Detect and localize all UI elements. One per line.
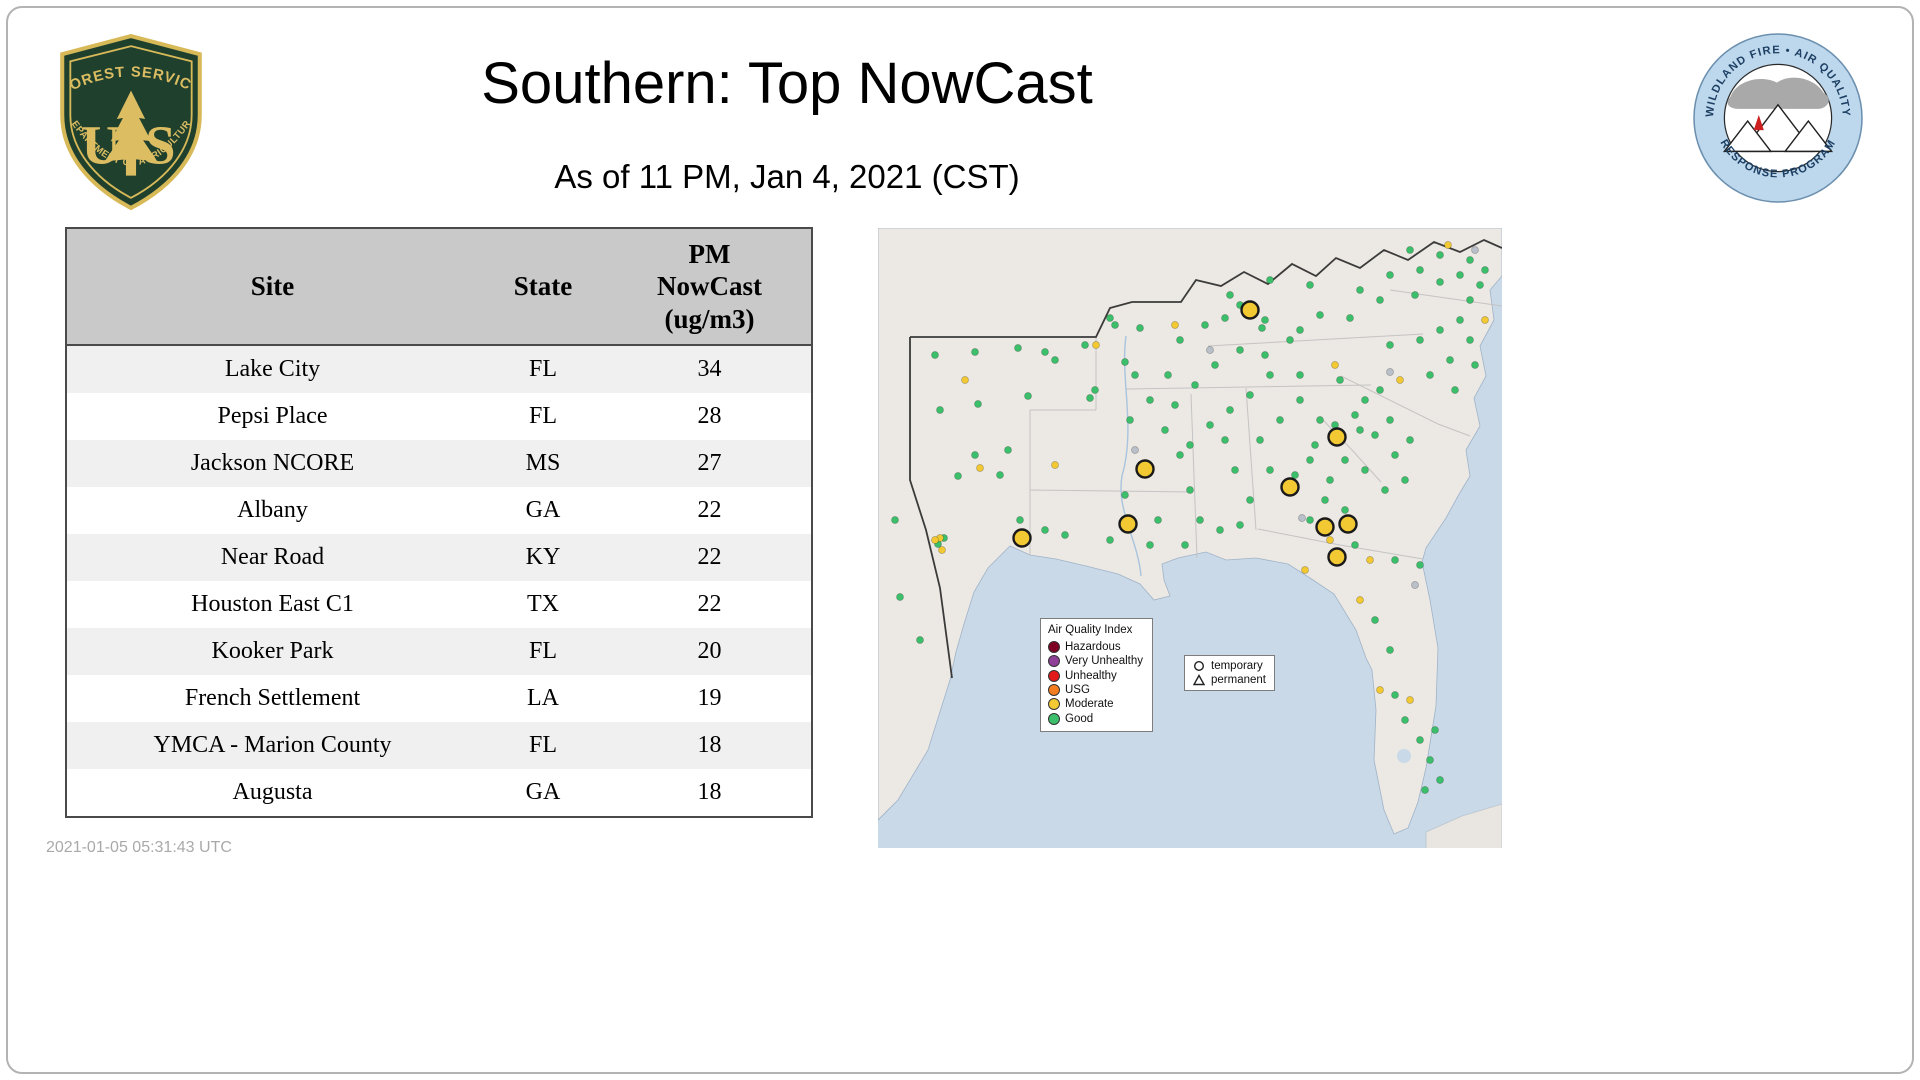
mountain-right-icon bbox=[1783, 119, 1834, 153]
table-row: Albany GA 22 bbox=[66, 487, 812, 535]
state-cell: TX bbox=[527, 591, 559, 618]
value-cell: 27 bbox=[697, 450, 722, 477]
table-row: Houston East C1 TX 22 bbox=[66, 581, 812, 629]
legend-item-permanent: permanent bbox=[1193, 674, 1266, 686]
region-outline bbox=[909, 239, 1502, 679]
site-cell: Near Road bbox=[220, 544, 325, 571]
value-cell: 28 bbox=[697, 403, 722, 430]
legend-item-unhealthy: Unhealthy bbox=[1048, 669, 1145, 683]
legend-label: Hazardous bbox=[1065, 641, 1121, 654]
forest-service-shield-icon: FOREST SERVICE U S DEPARTMENT OF AGRICUL… bbox=[47, 22, 202, 211]
table-row: Near Road KY 22 bbox=[66, 534, 812, 582]
col-header-state: State bbox=[478, 228, 608, 347]
mississippi-river bbox=[1120, 335, 1142, 577]
state-cell: FL bbox=[528, 356, 557, 383]
state-cell: FL bbox=[528, 403, 557, 430]
site-cell: Albany bbox=[237, 497, 308, 524]
legend-item-temporary: temporary bbox=[1193, 660, 1266, 672]
mountain-left-icon bbox=[1722, 119, 1773, 153]
top-nowcast-table: Site State PM NowCast (ug/m3) Lake City … bbox=[65, 227, 813, 819]
site-cell: Kooker Park bbox=[211, 638, 334, 665]
fs-letter-s: S bbox=[145, 114, 175, 175]
state-cell: GA bbox=[525, 779, 561, 806]
table-row: French Settlement LA 19 bbox=[66, 675, 812, 723]
value-cell: 34 bbox=[697, 356, 722, 383]
unhealthy-swatch-icon bbox=[1048, 669, 1060, 682]
col-header-pm-nowcast: PM NowCast (ug/m3) bbox=[608, 228, 812, 347]
fs-letter-u: U bbox=[81, 114, 120, 175]
value-cell: 19 bbox=[697, 685, 722, 712]
state-cell: MS bbox=[525, 450, 561, 477]
table-header-row: Site State PM NowCast (ug/m3) bbox=[66, 228, 812, 347]
monitor-dots-layer bbox=[891, 241, 1489, 794]
table-row: Jackson NCORE MS 27 bbox=[66, 440, 812, 488]
generated-timestamp: 2021-01-05 05:31:43 UTC bbox=[46, 839, 232, 856]
temporary-marker-icon bbox=[1193, 660, 1205, 672]
value-cell: 22 bbox=[697, 591, 722, 618]
wfaqrp-logo-icon: WILDLAND FIRE • AIR QUALITY RESPONSE PRO… bbox=[1693, 33, 1863, 203]
state-cell: FL bbox=[528, 732, 557, 759]
good-swatch-icon bbox=[1048, 712, 1060, 725]
legend-item-very-unhealthy: Very Unhealthy bbox=[1048, 654, 1145, 668]
page-subtitle: As of 11 PM, Jan 4, 2021 (CST) bbox=[554, 158, 1020, 195]
value-cell: 18 bbox=[697, 779, 722, 806]
very-unhealthy-swatch-icon bbox=[1048, 655, 1060, 668]
state-cell: FL bbox=[528, 638, 557, 665]
site-cell: French Settlement bbox=[184, 685, 361, 712]
value-cell: 22 bbox=[697, 497, 722, 524]
cuba-landmass bbox=[1425, 803, 1502, 848]
table-row: Kooker Park FL 20 bbox=[66, 628, 812, 676]
table-row: YMCA - Marion County FL 18 bbox=[66, 722, 812, 770]
marker-type-legend: temporary permanent bbox=[1184, 655, 1275, 691]
moderate-swatch-icon bbox=[1048, 698, 1060, 711]
legend-item-usg: USG bbox=[1048, 683, 1145, 697]
hazardous-swatch-icon bbox=[1048, 641, 1060, 654]
site-cell: Houston East C1 bbox=[191, 591, 354, 618]
value-cell: 18 bbox=[697, 732, 722, 759]
usg-swatch-icon bbox=[1048, 684, 1060, 697]
table-row: Lake City FL 34 bbox=[66, 345, 812, 394]
permanent-marker-icon bbox=[1193, 674, 1205, 686]
site-cell: YMCA - Marion County bbox=[153, 732, 392, 759]
smoke-cloud-icon bbox=[1727, 77, 1829, 109]
legend-label: Unhealthy bbox=[1065, 669, 1117, 682]
legend-label: Moderate bbox=[1065, 698, 1114, 711]
state-cell: KY bbox=[525, 544, 561, 571]
aqi-legend: Air Quality Index Hazardous Very Unhealt… bbox=[1040, 618, 1153, 732]
table-row: Pepsi Place FL 28 bbox=[66, 393, 812, 441]
legend-item-good: Good bbox=[1048, 711, 1145, 725]
value-cell: 20 bbox=[697, 638, 722, 665]
legend-item-hazardous: Hazardous bbox=[1048, 640, 1145, 654]
legend-label: temporary bbox=[1211, 660, 1263, 672]
state-cell: GA bbox=[525, 497, 561, 524]
map-land bbox=[878, 228, 1502, 835]
site-cell: Lake City bbox=[224, 356, 321, 383]
legend-label: USG bbox=[1065, 684, 1090, 697]
site-cell: Pepsi Place bbox=[217, 403, 328, 430]
table-row: Augusta GA 18 bbox=[66, 769, 812, 818]
air-quality-map: Air Quality Index Hazardous Very Unhealt… bbox=[878, 228, 1502, 848]
col-header-site: Site bbox=[66, 228, 478, 347]
site-cell: Augusta bbox=[232, 779, 313, 806]
state-borders bbox=[1029, 289, 1502, 560]
map-canvas bbox=[878, 228, 1502, 848]
legend-label: permanent bbox=[1211, 674, 1266, 686]
wfaqrp-logo: WILDLAND FIRE • AIR QUALITY RESPONSE PRO… bbox=[1692, 32, 1864, 204]
pine-tree-icon bbox=[104, 90, 158, 176]
legend-label: Good bbox=[1065, 712, 1094, 725]
legend-label: Very Unhealthy bbox=[1065, 655, 1143, 668]
flame-icon bbox=[1753, 114, 1764, 131]
shield-inner-border bbox=[69, 45, 193, 199]
page-title: Southern: Top NowCast bbox=[481, 51, 1093, 116]
aqi-legend-title: Air Quality Index bbox=[1048, 624, 1133, 636]
legend-item-moderate: Moderate bbox=[1048, 697, 1145, 711]
value-cell: 22 bbox=[697, 544, 722, 571]
site-cell: Jackson NCORE bbox=[190, 450, 355, 477]
state-cell: LA bbox=[527, 685, 559, 712]
lake-okeechobee bbox=[1397, 749, 1411, 763]
forest-service-logo: FOREST SERVICE U S DEPARTMENT OF AGRICUL… bbox=[47, 22, 210, 212]
